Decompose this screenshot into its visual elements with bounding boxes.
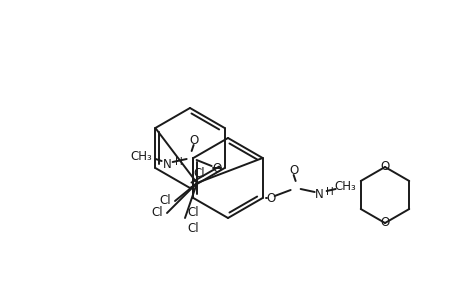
Text: Cl: Cl [193,167,204,180]
Text: N: N [163,158,172,170]
Text: Cl: Cl [151,206,162,220]
Text: O: O [265,191,274,205]
Text: CH₃: CH₃ [334,179,356,193]
Text: CH₃: CH₃ [130,149,152,163]
Text: O: O [380,160,389,173]
Text: O: O [212,161,221,175]
Text: O: O [189,134,198,146]
Text: O: O [288,164,297,176]
Text: Cl: Cl [187,206,199,219]
Text: O: O [380,217,389,230]
Text: H: H [325,187,333,197]
Text: Cl: Cl [159,194,171,208]
Text: Cl: Cl [187,222,198,235]
Text: H: H [174,157,182,167]
Text: N: N [314,188,323,200]
